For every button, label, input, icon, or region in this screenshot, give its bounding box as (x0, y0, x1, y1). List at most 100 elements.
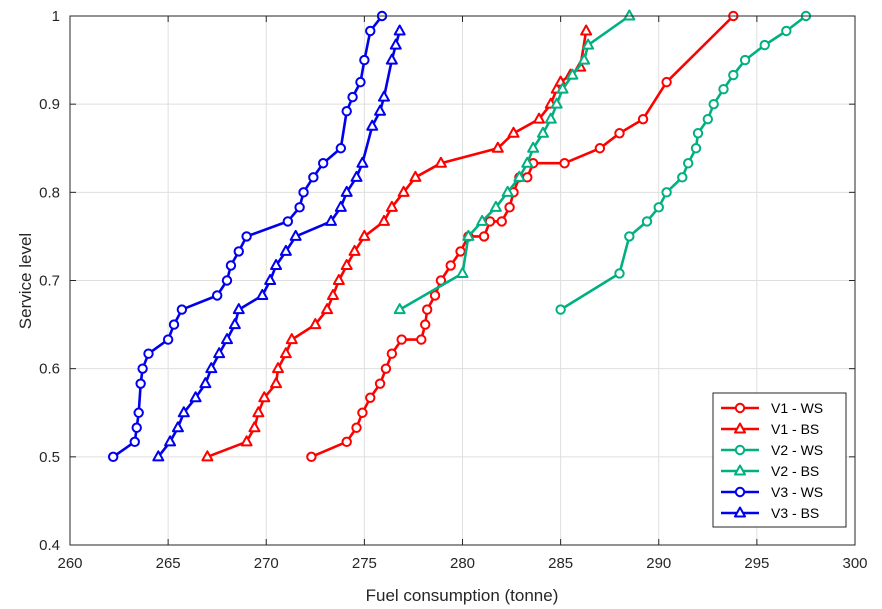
data-point (661, 187, 672, 198)
data-point (279, 347, 292, 359)
data-point (653, 202, 664, 213)
x-tick-label: 290 (646, 555, 671, 572)
legend: V1 - WS V1 - BS V2 - WS V2 - BS V3 - WS V3 - … (712, 392, 847, 528)
data-point (489, 200, 502, 212)
data-point (137, 363, 148, 374)
data-point (504, 202, 515, 213)
data-point (374, 104, 387, 116)
data-point (718, 83, 729, 95)
series-v3-ws (107, 10, 388, 463)
data-point (759, 39, 770, 51)
data-point (582, 38, 595, 50)
data-point (478, 231, 490, 242)
data-point (641, 216, 653, 227)
data-point (298, 187, 309, 198)
data-point (340, 185, 353, 197)
data-point (347, 91, 358, 103)
data-point (289, 229, 302, 241)
data-point (491, 141, 504, 153)
data-point (445, 260, 456, 271)
data-point (365, 392, 376, 403)
series-v2-bs (393, 9, 636, 315)
data-point (332, 274, 345, 285)
data-point (355, 76, 366, 88)
data-point (270, 377, 283, 389)
data-point (350, 170, 363, 182)
data-point (199, 377, 212, 389)
data-point (533, 112, 546, 124)
data-point (348, 244, 361, 256)
data-point (501, 185, 514, 197)
data-point (152, 450, 165, 462)
legend-label: V2 - WS (771, 442, 823, 458)
data-point (252, 406, 265, 418)
legend-circle-marker (734, 486, 746, 498)
data-point (335, 143, 347, 154)
legend-item: V1 - WS (721, 400, 823, 416)
data-point (455, 246, 466, 257)
data-point (389, 38, 402, 50)
y-tick-label: 0.5 (39, 449, 60, 466)
series-v2-ws (555, 10, 812, 315)
series-v3-bs (152, 24, 406, 462)
x-tick-label: 270 (254, 555, 279, 572)
data-point (380, 363, 392, 374)
data-point (133, 407, 144, 418)
data-point (409, 170, 422, 182)
data-point (624, 231, 635, 242)
data-point (356, 156, 369, 168)
data-point (781, 25, 792, 37)
legend-triangle-marker (734, 506, 746, 518)
data-point (306, 451, 317, 463)
data-point (272, 362, 285, 374)
data-point (434, 156, 447, 168)
data-point (637, 113, 649, 125)
data-point (143, 348, 154, 359)
data-point (661, 76, 672, 88)
data-point (248, 421, 261, 433)
legend-triangle-marker (734, 464, 746, 476)
data-point (385, 200, 398, 212)
data-point (623, 9, 636, 21)
data-point (692, 128, 704, 139)
data-point (556, 82, 569, 94)
y-axis-label: Service level (16, 233, 35, 329)
data-point (550, 97, 563, 109)
legend-item: V3 - WS (721, 484, 823, 500)
data-point (285, 333, 298, 345)
data-point (421, 304, 433, 315)
data-point (334, 200, 347, 212)
data-point (321, 303, 334, 315)
data-point (341, 106, 352, 117)
x-tick-label: 280 (450, 555, 475, 572)
data-point (682, 158, 694, 169)
data-point (221, 275, 233, 286)
data-point (393, 303, 406, 315)
data-point (282, 216, 294, 227)
data-point (270, 259, 283, 271)
x-axis-label: Fuel consumption (tonne) (366, 586, 559, 605)
legend-item: V3 - BS (721, 505, 819, 521)
data-point (357, 407, 368, 418)
data-point (614, 268, 625, 279)
data-point (702, 113, 714, 125)
legend-item: V2 - WS (721, 442, 823, 458)
data-point (294, 202, 305, 213)
x-tick-label: 285 (548, 555, 573, 572)
data-point (211, 290, 223, 301)
data-point (225, 260, 237, 271)
x-tick-label: 295 (744, 555, 769, 572)
legend-item: V2 - BS (721, 463, 819, 479)
data-point (325, 214, 338, 226)
data-point (233, 246, 244, 257)
data-point (308, 172, 319, 183)
y-tick-label: 0.4 (39, 537, 60, 554)
data-point (177, 406, 190, 418)
y-tick-label: 1 (52, 8, 60, 25)
data-point (429, 290, 441, 301)
series-layer (107, 9, 812, 463)
data-point (129, 436, 140, 448)
data-point (240, 435, 253, 447)
data-point (728, 69, 739, 81)
data-point (559, 158, 570, 169)
